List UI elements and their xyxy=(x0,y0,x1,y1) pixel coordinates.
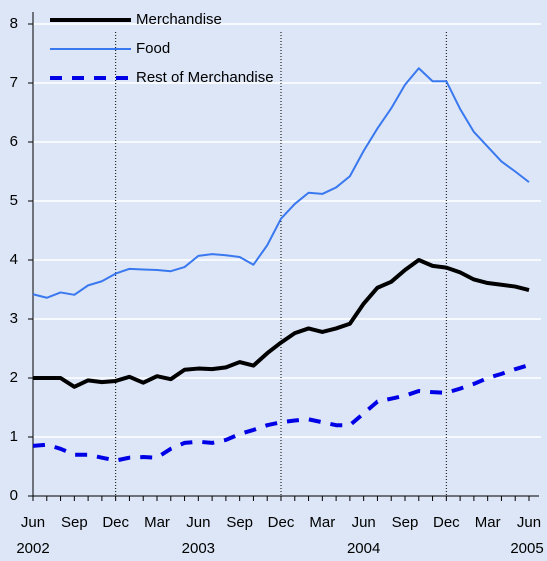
y-tick-label: 3 xyxy=(10,310,18,327)
series-line xyxy=(32,67,530,299)
x-tick-label: Sep xyxy=(61,514,88,531)
x-tick-label: Mar xyxy=(309,514,335,531)
x-tick-label: Jun xyxy=(21,514,45,531)
x-tick-label: Mar xyxy=(475,514,501,531)
series-line xyxy=(33,258,530,389)
y-tick-label: 5 xyxy=(10,192,18,209)
x-tick-label: Dec xyxy=(102,514,129,531)
x-tick-label: Sep xyxy=(226,514,253,531)
y-tick-label: 7 xyxy=(10,74,18,91)
y-tick-label: 0 xyxy=(10,487,18,504)
legend-label: Food xyxy=(136,40,170,57)
x-tick-label: Jun xyxy=(186,514,210,531)
legend-label: Rest of Merchandise xyxy=(136,69,274,86)
x-tick-label: Mar xyxy=(144,514,170,531)
x-tick-label: Sep xyxy=(392,514,419,531)
x-tick-label: Dec xyxy=(268,514,295,531)
year-label: 2002 xyxy=(16,540,49,557)
y-tick-label: 2 xyxy=(10,369,18,386)
y-tick-label: 8 xyxy=(10,15,18,32)
x-tick-label: Dec xyxy=(433,514,460,531)
y-tick-label: 6 xyxy=(10,133,18,150)
x-tick-label: Jun xyxy=(517,514,541,531)
year-label: 2004 xyxy=(347,540,380,557)
x-tick-label: Jun xyxy=(352,514,376,531)
y-tick-label: 1 xyxy=(10,428,18,445)
legend-label: Merchandise xyxy=(136,11,222,28)
y-tick-label: 4 xyxy=(10,251,18,268)
year-label: 2005 xyxy=(510,540,543,557)
year-label: 2003 xyxy=(182,540,215,557)
